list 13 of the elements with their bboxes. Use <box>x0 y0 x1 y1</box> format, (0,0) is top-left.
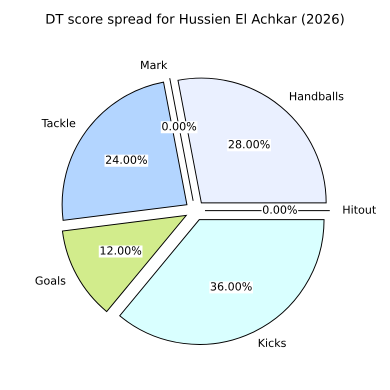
data-label: 24.00% <box>106 156 147 164</box>
data-label: 28.00% <box>228 140 270 148</box>
slice-label: Goals <box>35 276 66 285</box>
text: 0.00% <box>162 122 196 130</box>
data-label: 36.00% <box>210 282 252 291</box>
slice-label: Tackle <box>42 118 76 128</box>
category-label: Mark <box>141 60 168 70</box>
slice-label: Handballs <box>290 92 344 100</box>
category-label: Hitout <box>343 205 376 214</box>
chart-title: DT score spread for Hussien El Achkar (2026) <box>46 14 344 26</box>
slice-label: Kicks <box>258 338 286 348</box>
text: 0.00% <box>262 205 297 214</box>
data-label: 12.00% <box>100 246 142 255</box>
